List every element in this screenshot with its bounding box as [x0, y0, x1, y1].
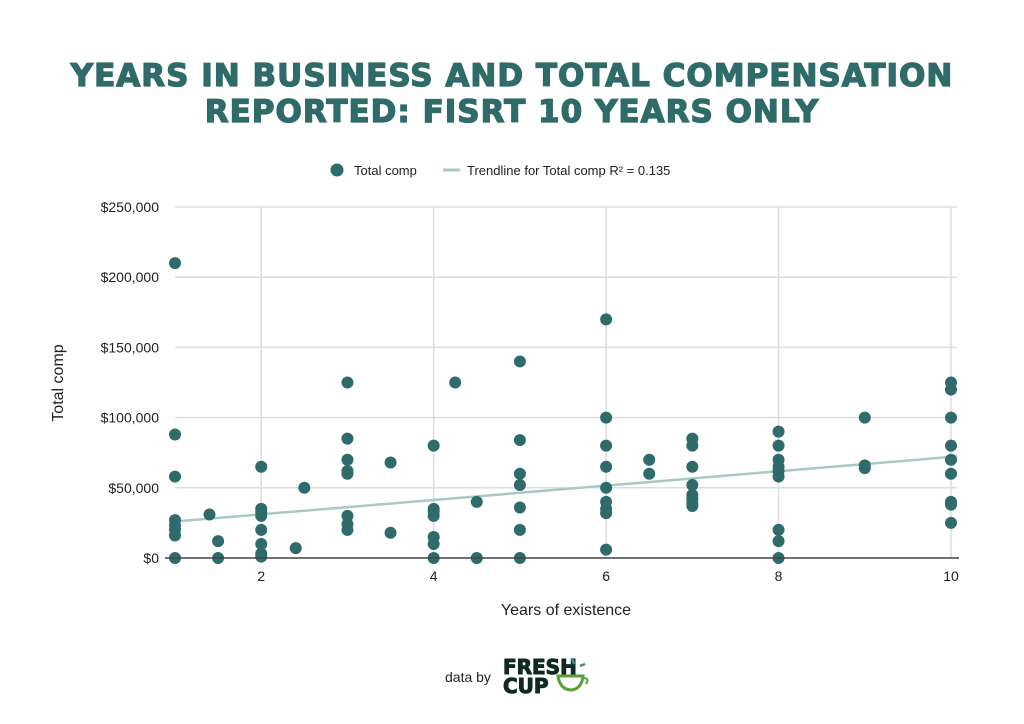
- chart-title: YEARS IN BUSINESS AND TOTAL COMPENSATION…: [0, 57, 1024, 130]
- x-tick-label: 6: [602, 568, 610, 584]
- x-tick-label: 8: [775, 568, 783, 584]
- data-point: [600, 313, 613, 326]
- data-point: [384, 526, 397, 539]
- logo-line-2: CUP: [502, 674, 549, 698]
- title-line-2: REPORTED: FISRT 10 YEARS ONLY: [204, 93, 820, 130]
- x-tick-label: 4: [430, 568, 438, 584]
- data-point: [169, 428, 181, 441]
- y-tick-label: $200,000: [101, 269, 160, 285]
- data-point: [686, 460, 699, 473]
- data-point: [212, 535, 225, 548]
- data-point: [255, 537, 268, 550]
- data-point: [600, 411, 613, 424]
- legend: Total comp Trendline for Total comp R² =…: [330, 163, 670, 178]
- logo-line-1: FRESH: [502, 655, 577, 679]
- data-point: [341, 523, 354, 536]
- cup-icon: [556, 657, 589, 692]
- fresh-cup-logo: FRESH CUP: [502, 655, 577, 698]
- data-point: [945, 383, 957, 396]
- data-point: [945, 467, 957, 480]
- data-point: [513, 523, 526, 536]
- data-point: [600, 481, 613, 494]
- data-point: [449, 376, 462, 389]
- data-point: [513, 501, 526, 514]
- data-point: [513, 467, 526, 480]
- trendline: [174, 455, 958, 523]
- data-point: [298, 481, 311, 494]
- data-point: [255, 550, 268, 563]
- legend-label-trendline: Trendline for Total comp R² = 0.135: [467, 163, 670, 178]
- data-point: [945, 453, 957, 466]
- y-tick-label: $50,000: [108, 480, 159, 496]
- data-point: [169, 470, 181, 483]
- data-point: [600, 507, 613, 520]
- data-point: [341, 432, 354, 445]
- x-tick-label: 2: [257, 568, 265, 584]
- data-point: [600, 439, 613, 452]
- data-point: [255, 509, 268, 522]
- data-point: [686, 478, 699, 491]
- data-point: [945, 411, 957, 424]
- data-point: [772, 523, 785, 536]
- footer: data by FRESH CUP: [445, 655, 589, 698]
- data-point: [341, 376, 354, 389]
- data-point: [427, 439, 440, 452]
- data-point: [341, 453, 354, 466]
- data-point: [945, 498, 957, 511]
- data-point: [289, 542, 302, 555]
- y-tick-label: $100,000: [101, 410, 160, 426]
- data-point: [513, 434, 526, 447]
- x-axis-label: Years of existence: [501, 602, 631, 619]
- y-tick-label: $0: [143, 550, 159, 566]
- data-point: [772, 535, 785, 548]
- data-point: [341, 509, 354, 522]
- x-tick-label: 10: [943, 568, 959, 584]
- data-point: [643, 467, 656, 480]
- data-point: [203, 508, 216, 521]
- data-point: [772, 425, 785, 438]
- data-point: [169, 529, 181, 542]
- data-point: [772, 439, 785, 452]
- data-point: [470, 495, 483, 508]
- data-point: [858, 411, 871, 424]
- data-point: [772, 470, 785, 483]
- data-point: [255, 460, 268, 473]
- data-point: [427, 509, 440, 522]
- data-point: [945, 516, 957, 529]
- legend-marker-points: [330, 163, 344, 177]
- data-point: [945, 439, 957, 452]
- data-point: [858, 462, 871, 475]
- data-point: [427, 537, 440, 550]
- data-by-label: data by: [445, 669, 491, 685]
- data-point: [686, 439, 699, 452]
- data-point: [643, 453, 656, 466]
- data-point: [341, 467, 354, 480]
- data-point: [600, 460, 613, 473]
- title-line-1: YEARS IN BUSINESS AND TOTAL COMPENSATION: [70, 57, 954, 94]
- data-point: [513, 478, 526, 491]
- data-point: [255, 523, 268, 536]
- legend-label-points: Total comp: [354, 163, 417, 178]
- data-point: [600, 543, 613, 556]
- y-tick-label: $150,000: [101, 339, 160, 355]
- y-axis-label: Total comp: [50, 344, 67, 421]
- data-point: [384, 456, 397, 469]
- y-tick-label: $250,000: [101, 199, 160, 215]
- data-point: [686, 500, 699, 513]
- data-point: [169, 257, 181, 270]
- data-point: [513, 355, 526, 368]
